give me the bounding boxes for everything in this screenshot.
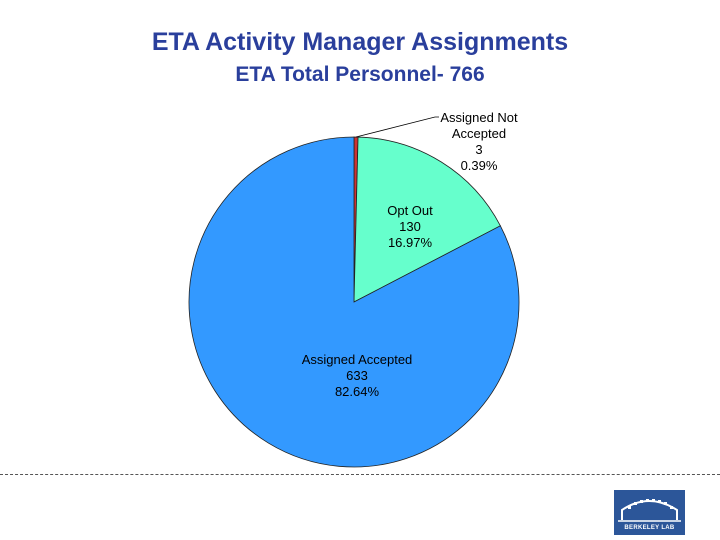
pie-chart: Assigned Not Accepted 3 0.39%Opt Out 130 16.9… <box>188 110 520 468</box>
footer-divider <box>0 474 720 475</box>
slice-label: Opt Out 130 16.97% <box>387 203 433 250</box>
chart-subtitle: ETA Total Personnel- 766 <box>235 63 485 86</box>
slice-label: Assigned Accepted 633 82.64% <box>302 352 413 399</box>
berkeley-lab-logo: BERKELEY LAB <box>614 490 685 535</box>
pie-slice-assigned-accepted <box>188 136 520 468</box>
lab-building-icon <box>618 499 681 522</box>
leader-line <box>355 116 439 138</box>
pie-slice-opt-out <box>353 136 501 303</box>
slice-label: Assigned Not Accepted 3 0.39% <box>440 110 518 173</box>
logo-text: BERKELEY LAB <box>624 525 675 531</box>
chart-title: ETA Activity Manager Assignments <box>151 28 569 56</box>
